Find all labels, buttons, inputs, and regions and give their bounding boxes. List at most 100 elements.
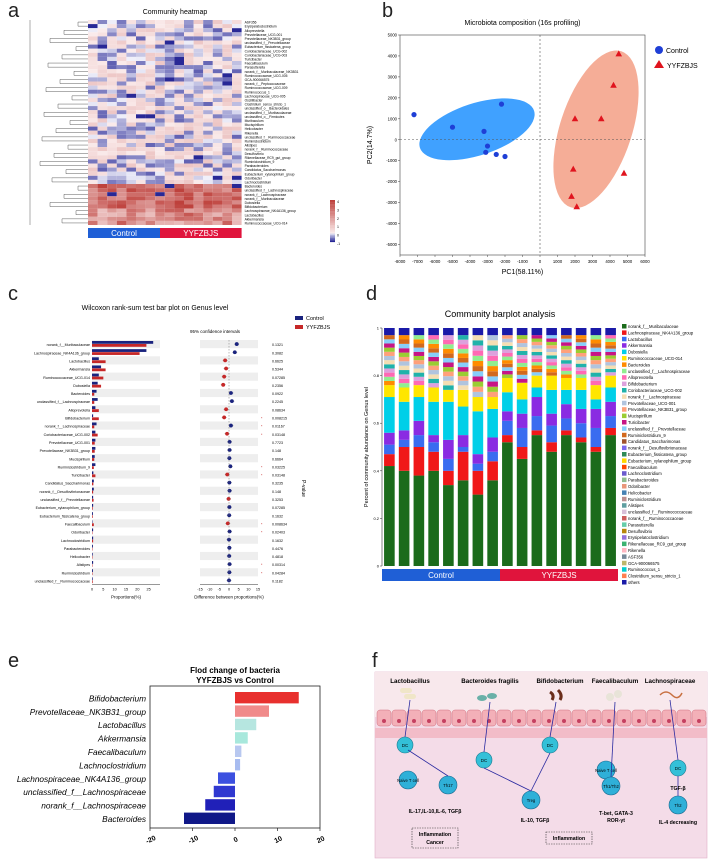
stack-segment-minor <box>487 340 498 346</box>
left-xlabel: Proportions(%) <box>111 595 142 600</box>
legend-tick: 1 <box>337 225 339 229</box>
heatmap-cell <box>184 192 194 197</box>
cell-nucleus <box>682 719 686 723</box>
heatmap-cell <box>203 52 213 57</box>
heatmap-cell <box>212 40 223 45</box>
stack-segment-minor <box>443 385 454 390</box>
heatmap-cell <box>145 85 156 90</box>
heatmap-cell <box>174 200 184 205</box>
heatmap-cell <box>97 192 108 197</box>
legend-label: ASF356 <box>628 554 644 559</box>
stack-segment <box>487 461 498 481</box>
y-tick-label: 1000 <box>388 116 398 121</box>
heatmap-cell <box>184 200 194 205</box>
stack-segment-minor <box>443 367 454 372</box>
y-tick-label: -2000 <box>386 179 397 184</box>
heatmap-cell <box>88 130 98 135</box>
heatmap-cell <box>107 163 117 168</box>
fold-category-label: Bifidobacterium <box>89 693 146 703</box>
heatmap-cell <box>97 20 108 25</box>
heatmap-cell <box>126 28 136 33</box>
legend-swatch <box>622 375 627 380</box>
heatmap-cell <box>164 61 175 66</box>
heatmap-cell <box>184 216 194 221</box>
heatmap-cell <box>107 122 117 127</box>
stack-segment-minor <box>384 351 395 356</box>
legend-gradient-step <box>330 225 335 227</box>
legend-swatch <box>622 343 627 348</box>
heatmap-cell <box>116 212 127 217</box>
heatmap-cell <box>97 151 108 156</box>
heatmap-cell <box>126 200 136 205</box>
heatmap-cell <box>145 97 156 102</box>
heatmap-cell <box>203 118 213 123</box>
yyfzbjs-bar <box>92 458 95 461</box>
heatmap-cell <box>193 184 204 189</box>
heatmap-cell <box>174 36 184 41</box>
heatmap-cell <box>97 212 108 217</box>
legend-label: Ruminococcaceae_UCG-014 <box>628 356 683 361</box>
stack-segment-others <box>531 328 543 336</box>
diff-point <box>227 562 232 567</box>
stack-segment-minor <box>428 378 439 384</box>
heatmap-cell <box>222 192 232 197</box>
legend-swatch <box>622 413 627 419</box>
y-tick-label: 0.2 <box>373 516 379 521</box>
heatmap-cell <box>203 20 213 25</box>
stack-segment-minor <box>472 355 484 361</box>
heatmap-cell <box>222 138 232 143</box>
stack-segment <box>516 447 528 459</box>
stack-segment-others <box>575 328 587 336</box>
stack-segment-minor <box>472 345 484 351</box>
heatmap-cell <box>164 216 175 221</box>
stack-segment-minor <box>502 360 513 364</box>
control-bar <box>92 512 93 515</box>
heatmap-cell <box>203 106 213 111</box>
heatmap-cell <box>174 24 184 29</box>
heatmap-cell <box>155 65 165 70</box>
stack-segment <box>413 435 425 447</box>
heatmap-taxon-label: Ruminococcus_1 <box>245 90 270 94</box>
y-tick-label: -5000 <box>386 242 397 247</box>
legend-tick: 4 <box>337 200 339 204</box>
heatmap-cell <box>184 155 194 160</box>
heatmap-taxon-label: Mucispirillum <box>245 123 264 127</box>
heatmap-cell <box>126 212 136 217</box>
stack-segment-minor <box>605 341 616 346</box>
stack-segment-minor <box>413 372 425 377</box>
x-tick-label: -4000 <box>465 259 476 264</box>
legend-control-label: Control <box>666 48 689 55</box>
row-shade <box>92 437 160 446</box>
heatmap-cell <box>126 216 136 221</box>
heatmap-cell <box>164 118 175 123</box>
heatmap-cell <box>88 44 98 49</box>
heatmap-cell <box>136 196 146 201</box>
heatmap-cell <box>184 220 194 225</box>
heatmap-cell <box>88 167 98 172</box>
stack-segment-minor <box>561 370 572 375</box>
heatmap-taxon-label: Bacteroides <box>245 185 263 189</box>
legend-tick: 0 <box>337 234 339 238</box>
epithelial-cell <box>631 709 647 727</box>
heatmap-cell <box>97 97 108 102</box>
heatmap-cell <box>145 93 156 98</box>
heatmap-cell <box>232 151 242 156</box>
legend-label: Akkermansia <box>628 343 653 348</box>
stack-segment-minor <box>487 360 498 367</box>
x-tick-label: 1000 <box>553 259 563 264</box>
yyfzbjs-bar <box>92 392 95 396</box>
heatmap-cell <box>232 81 242 86</box>
stack-segment-minor <box>561 360 572 364</box>
heatmap-cell <box>155 163 165 168</box>
heatmap-cell <box>126 93 136 98</box>
stack-segment <box>457 435 469 447</box>
heatmap-cell <box>193 24 204 29</box>
heatmap-cell <box>174 147 184 152</box>
heatmap-cell <box>222 106 232 111</box>
stack-segment-others <box>487 328 498 336</box>
heatmap-cell <box>155 122 165 127</box>
heatmap-title: Community heatmap <box>143 9 208 16</box>
stack-segment <box>413 447 425 476</box>
heatmap-cell <box>222 44 232 49</box>
stack-segment-minor <box>516 339 528 344</box>
